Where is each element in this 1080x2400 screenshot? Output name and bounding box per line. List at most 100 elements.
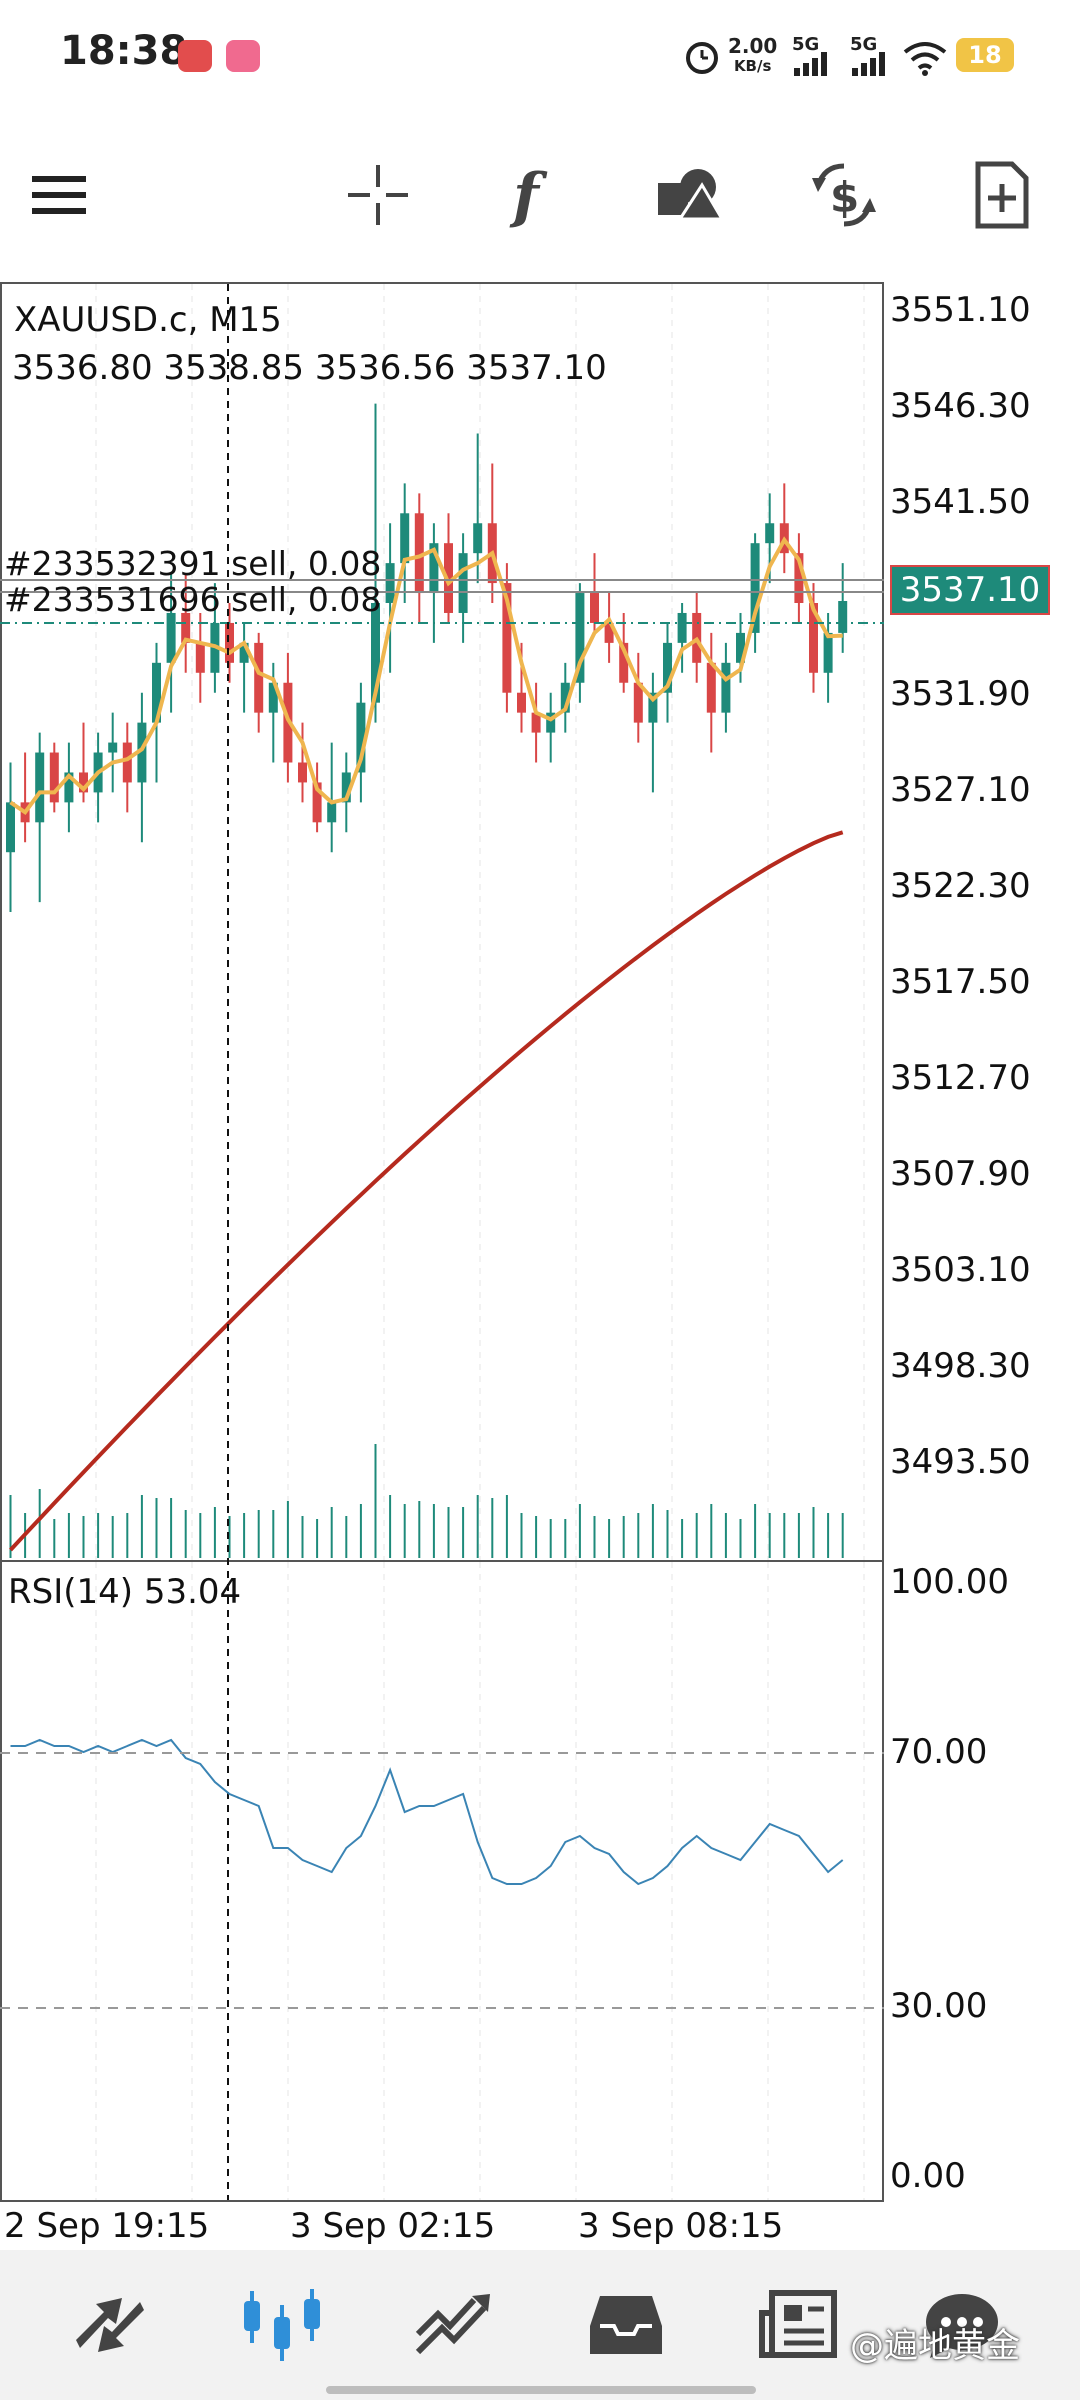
candle-body [414, 513, 424, 594]
rsi-tick: 70.00 [890, 1732, 988, 1772]
time-tick: 3 Sep 02:15 [290, 2206, 496, 2246]
trade-icon [415, 2294, 490, 2355]
svg-text:$: $ [830, 173, 859, 222]
nav-trade[interactable] [404, 2280, 504, 2370]
bottom-navigation [0, 2250, 1080, 2400]
symbol-label: XAUUSD.c, M15 [14, 300, 282, 340]
candle-body [6, 802, 15, 853]
order-label-1[interactable]: #233532391 sell, 0.08 [4, 544, 382, 583]
rsi-tick: 100.00 [890, 1562, 1009, 1602]
candle-body [181, 612, 191, 643]
trade-money-button[interactable]: $ [799, 150, 889, 240]
candle-body [590, 593, 599, 623]
time-tick: 3 Sep 08:15 [578, 2206, 784, 2246]
app-notification-icon [178, 40, 212, 72]
alarm-icon [686, 42, 718, 74]
watermark: @遍地黄金 [850, 2326, 1020, 2366]
price-tick: 3527.10 [890, 770, 1031, 810]
candle-body [546, 712, 556, 733]
candle-body [444, 543, 453, 613]
price-tick: 3493.50 [890, 1442, 1031, 1482]
price-tick: 3531.90 [890, 674, 1031, 714]
dollar-icon: $ [812, 163, 876, 227]
nav-chart[interactable] [232, 2280, 332, 2370]
fast-moving-average [9, 536, 843, 816]
chart-area[interactable] [0, 282, 884, 2202]
candle-body [648, 692, 658, 723]
candle-body [560, 682, 570, 713]
candle-body [604, 622, 614, 643]
candle-body [137, 722, 147, 783]
candle-body [765, 523, 775, 544]
price-tick: 3512.70 [890, 1058, 1031, 1098]
candle-body [298, 762, 307, 783]
objects-button[interactable] [644, 150, 734, 240]
candle-body [663, 642, 672, 693]
candle-body [736, 632, 745, 663]
order-label-2[interactable]: #233531696 sell, 0.08 [4, 580, 382, 619]
nav-history[interactable] [576, 2280, 676, 2370]
candle-body [166, 612, 176, 663]
history-icon [590, 2296, 662, 2354]
subwindow-divider[interactable] [0, 1560, 884, 1562]
candle-body [809, 603, 818, 673]
candle-body [79, 772, 88, 793]
price-tick: 3551.10 [890, 290, 1031, 330]
candle-body [312, 782, 322, 823]
candle-body [225, 622, 234, 663]
quotes-icon [76, 2298, 144, 2352]
price-tick: 3507.90 [890, 1154, 1031, 1194]
candle-body [268, 682, 278, 713]
ohlc-values: 3536.80 3538.85 3536.56 3537.10 [12, 348, 607, 388]
candle-body [794, 553, 804, 603]
app-notification-icon [226, 40, 260, 72]
indicators-icon: f [509, 161, 548, 230]
new-order-icon [975, 161, 1029, 229]
wifi-icon [903, 42, 947, 76]
menu-button[interactable] [15, 150, 105, 240]
candle-body [823, 632, 833, 673]
chart-icon [244, 2289, 320, 2361]
price-tick: 3498.30 [890, 1346, 1031, 1386]
rsi-label: RSI(14) 53.04 [8, 1572, 242, 1612]
time-tick: 2 Sep 19:15 [4, 2206, 210, 2246]
rsi-line [10, 1738, 844, 1886]
indicators-button[interactable]: f [488, 150, 578, 240]
status-bar: 18:38 2.00 KB/s 5G 5G 18 [0, 0, 1080, 110]
candle-body [575, 593, 585, 683]
nav-messages[interactable] [912, 2280, 1012, 2370]
candle-body [195, 642, 205, 673]
price-tick: 3522.30 [890, 866, 1031, 906]
price-tick: 3541.50 [890, 482, 1031, 522]
new-order-button[interactable] [957, 150, 1047, 240]
candle-body [677, 612, 687, 643]
objects-icon [658, 169, 724, 221]
volume-bars [9, 1444, 844, 1558]
menu-icon [32, 176, 86, 214]
current-price-label: 3537.10 [890, 565, 1050, 615]
candle-body [64, 772, 74, 803]
price-tick: 3503.10 [890, 1250, 1031, 1290]
candle-body [49, 752, 59, 803]
candle-body [633, 682, 643, 723]
crosshair-icon [348, 165, 408, 225]
candle-body [385, 563, 395, 603]
candle-body [473, 523, 483, 554]
sim1-label: 5G [792, 34, 820, 55]
candles [6, 403, 848, 913]
candle-body [517, 692, 526, 713]
crosshair-button[interactable] [333, 150, 423, 240]
nav-news[interactable] [748, 2280, 848, 2370]
candle-body [254, 642, 264, 713]
price-tick: 3517.50 [890, 962, 1031, 1002]
candle-body [371, 603, 380, 703]
candle-body [327, 802, 337, 823]
signal-icon [794, 52, 827, 76]
candle-body [838, 601, 848, 633]
candle-body [341, 772, 351, 803]
nav-quotes[interactable] [60, 2280, 160, 2370]
home-indicator[interactable] [326, 2386, 756, 2394]
candle-body [356, 702, 366, 773]
candle-body [429, 543, 439, 594]
